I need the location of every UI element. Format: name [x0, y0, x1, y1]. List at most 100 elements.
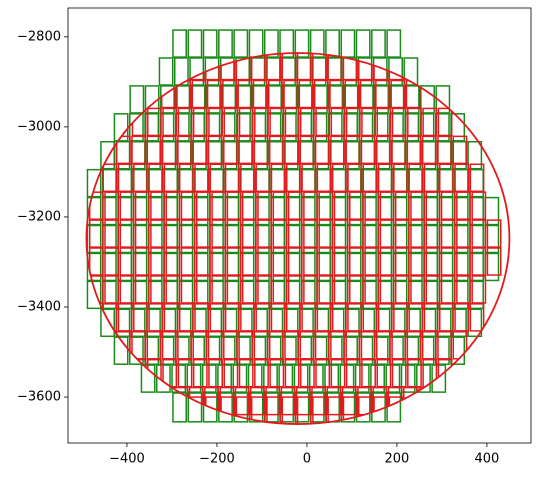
- cell: [196, 247, 211, 276]
- cell: [119, 247, 135, 276]
- cell: [454, 163, 470, 193]
- cell: [104, 191, 120, 220]
- cell: [257, 219, 273, 248]
- cell: [250, 396, 266, 425]
- cell: [404, 85, 420, 114]
- cell: [202, 392, 218, 423]
- cell: [386, 29, 402, 58]
- cell: [375, 79, 390, 109]
- axes-frame: [67, 7, 532, 444]
- cell: [269, 358, 285, 388]
- cell: [241, 275, 257, 304]
- cell: [265, 386, 281, 416]
- cell: [303, 247, 318, 276]
- cell: [391, 358, 407, 388]
- cell: [272, 219, 288, 248]
- cell: [146, 107, 162, 137]
- cell: [88, 247, 104, 276]
- cell: [134, 247, 150, 276]
- cell: [177, 331, 192, 360]
- cell-group: [88, 53, 502, 425]
- cell: [328, 85, 344, 114]
- cell: [134, 219, 150, 248]
- cell: [281, 53, 297, 81]
- cell: [177, 358, 193, 388]
- cell: [425, 191, 441, 220]
- x-tick-label: −400: [109, 452, 145, 467]
- cell: [86, 224, 102, 254]
- cell: [119, 219, 135, 248]
- cell: [359, 79, 375, 109]
- cell: [207, 331, 223, 360]
- cell: [223, 135, 238, 165]
- cell: [254, 107, 269, 137]
- cell: [192, 358, 208, 388]
- cell: [158, 57, 174, 86]
- cell: [173, 57, 189, 86]
- cell: [282, 85, 298, 114]
- cell: [88, 219, 104, 248]
- cell: [329, 79, 345, 109]
- cell: [150, 275, 165, 304]
- cell: [266, 396, 282, 425]
- cell: [471, 219, 487, 248]
- cell: [238, 358, 254, 388]
- cell: [437, 331, 453, 360]
- cell: [104, 247, 120, 276]
- cell: [180, 191, 196, 220]
- cell: [391, 331, 407, 360]
- cell: [234, 386, 250, 416]
- cell: [330, 358, 346, 388]
- cell: [251, 85, 267, 114]
- cell: [469, 303, 485, 332]
- cell: [253, 135, 269, 165]
- cell: [314, 331, 330, 360]
- cell: [410, 247, 426, 276]
- cell: [165, 275, 181, 304]
- cell: [241, 219, 257, 248]
- cell: [403, 57, 419, 86]
- cell: [283, 79, 299, 109]
- cell: [119, 191, 135, 220]
- cell: [439, 303, 454, 332]
- cell: [295, 386, 311, 416]
- cell: [209, 303, 225, 332]
- cell: [131, 331, 147, 360]
- cell: [407, 107, 422, 137]
- cell: [221, 85, 237, 114]
- cell: [318, 191, 334, 220]
- cell: [192, 331, 208, 360]
- cell: [467, 140, 483, 170]
- cell: [358, 53, 373, 81]
- cell: [146, 135, 162, 165]
- cell: [257, 247, 273, 276]
- cell: [223, 331, 238, 360]
- cell: [297, 85, 313, 114]
- cell: [394, 275, 410, 304]
- cell: [196, 275, 211, 304]
- cell: [440, 247, 456, 276]
- cell: [440, 275, 456, 304]
- cell: [100, 140, 115, 170]
- cell: [202, 29, 218, 58]
- cell: [284, 331, 300, 360]
- cell: [177, 135, 192, 165]
- cell: [224, 163, 240, 193]
- cell: [379, 247, 395, 276]
- x-tick-label: 400: [474, 452, 499, 467]
- cell: [284, 135, 300, 165]
- cell: [165, 247, 181, 276]
- cell: [440, 191, 456, 220]
- cell: [133, 303, 148, 332]
- cell: [263, 29, 279, 58]
- cell: [376, 331, 391, 360]
- cell: [311, 386, 327, 416]
- cell: [358, 85, 374, 114]
- cell: [394, 191, 410, 220]
- cell: [393, 303, 408, 332]
- cell: [330, 331, 345, 360]
- cell: [226, 219, 242, 248]
- cell: [267, 85, 282, 114]
- cell: [333, 219, 349, 248]
